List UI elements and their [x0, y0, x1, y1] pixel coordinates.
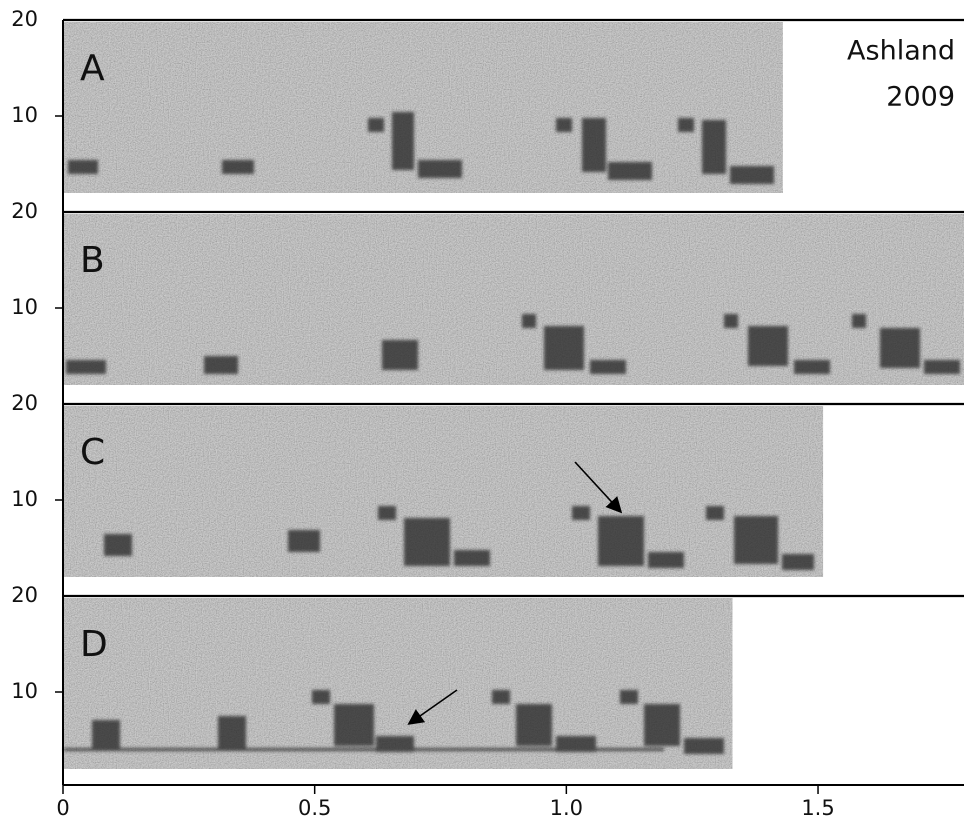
x-tick-label: 1.0 — [550, 796, 583, 820]
y-tick-label: 10 — [11, 295, 38, 319]
arrows — [407, 461, 623, 725]
y-tick-label: 10 — [11, 679, 38, 703]
panel-label: C — [80, 432, 105, 473]
song-syllables — [64, 112, 960, 754]
arrow — [407, 689, 458, 725]
panel-label: D — [80, 624, 108, 665]
y-tick-label: 20 — [11, 7, 38, 31]
x-tick-label: 0 — [56, 796, 69, 820]
spectrograms — [64, 22, 964, 769]
arrow — [574, 461, 623, 514]
spectrogram-noise — [64, 214, 964, 385]
site-label: Ashland — [847, 36, 955, 67]
y-tick-label: 20 — [11, 583, 38, 607]
panel-label: B — [80, 240, 105, 281]
y-tick-label: 10 — [11, 487, 38, 511]
year-label: 2009 — [886, 82, 955, 113]
x-tick-label: 0.5 — [298, 796, 331, 820]
panel-label: A — [80, 48, 105, 89]
x-tick-label: 1.5 — [801, 796, 834, 820]
y-tick-label: 20 — [11, 391, 38, 415]
y-tick-label: 10 — [11, 103, 38, 127]
y-tick-label: 20 — [11, 199, 38, 223]
